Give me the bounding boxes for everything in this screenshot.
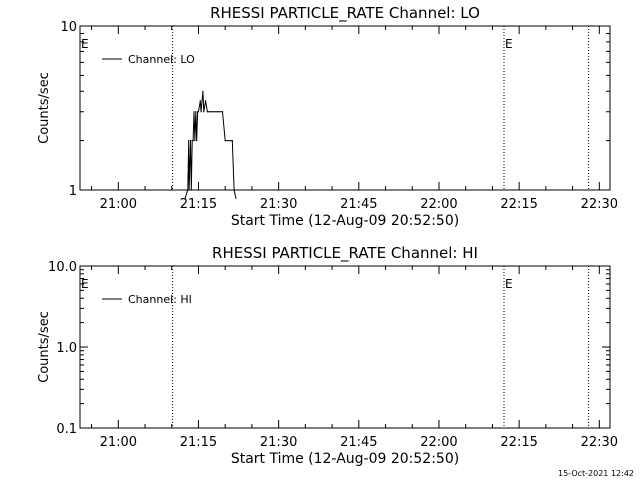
data-point xyxy=(190,189,192,191)
y-tick-label-1-0: 1.0 xyxy=(56,341,77,356)
event-marker-label: E xyxy=(505,37,513,51)
event-marker-label: E xyxy=(81,277,89,291)
data-point xyxy=(219,111,221,113)
plot-frame xyxy=(79,25,611,191)
series-line-channel-lo xyxy=(184,91,237,199)
data-point xyxy=(206,111,208,113)
data-point xyxy=(213,111,216,113)
x-tick-label-22-30: 22:30 xyxy=(581,197,618,212)
data-point xyxy=(209,111,211,113)
x-tick-label-21-15: 21:15 xyxy=(180,435,217,450)
x-tick-label-21-00: 21:00 xyxy=(100,435,137,450)
data-point xyxy=(233,189,235,191)
x-axis-label: Start Time (12-Aug-09 20:52:50) xyxy=(231,451,459,467)
y-tick-label-10-0: 10.0 xyxy=(48,260,77,275)
x-tick-label-21-30: 21:30 xyxy=(260,435,297,450)
event-marker-label: E xyxy=(505,277,513,291)
data-point xyxy=(221,111,224,113)
plot-frame xyxy=(79,265,611,429)
data-point xyxy=(224,140,226,142)
x-tick-label-22-00: 22:00 xyxy=(420,435,457,450)
data-point xyxy=(188,189,190,191)
y-tick-label-10: 10 xyxy=(60,20,77,35)
data-point xyxy=(191,140,193,142)
x-tick-label-21-45: 21:45 xyxy=(340,435,377,450)
data-point xyxy=(203,111,205,113)
y-tick-label-1: 1 xyxy=(69,184,77,199)
x-tick-label-21-30: 21:30 xyxy=(260,197,297,212)
y-axis-label: Counts/sec xyxy=(37,72,52,144)
x-tick-label-22-30: 22:30 xyxy=(581,435,618,450)
data-point xyxy=(195,111,197,113)
data-point xyxy=(188,140,190,142)
x-tick-label-21-45: 21:45 xyxy=(340,197,377,212)
data-point xyxy=(189,140,192,142)
data-point xyxy=(204,100,207,102)
data-point xyxy=(193,111,195,113)
data-point xyxy=(187,189,189,191)
chart-title: RHESSI PARTICLE_RATE Channel: HI xyxy=(212,244,478,263)
data-point xyxy=(184,197,186,199)
data-point xyxy=(194,140,196,142)
chart-title: RHESSI PARTICLE_RATE Channel: LO xyxy=(210,4,480,23)
chart-panel-1: RHESSI PARTICLE_RATE Channel: LO 21:00 21:… xyxy=(37,4,618,229)
data-point xyxy=(196,140,198,142)
x-tick-label-21-15: 21:15 xyxy=(180,197,217,212)
x-tick-label-22-00: 22:00 xyxy=(420,197,457,212)
event-marker-label: E xyxy=(81,37,89,51)
data-point xyxy=(200,111,202,113)
data-point xyxy=(208,111,210,113)
legend-label: Channel: HI xyxy=(128,293,192,306)
x-axis-label: Start Time (12-Aug-09 20:52:50) xyxy=(231,213,459,229)
data-point xyxy=(196,111,199,113)
footer-timestamp: 15-Oct-2021 12:42 xyxy=(558,469,634,478)
data-point xyxy=(192,140,194,142)
data-point xyxy=(231,140,233,142)
data-point xyxy=(211,111,213,113)
y-tick-label-0-1: 0.1 xyxy=(56,422,77,437)
data-point xyxy=(197,111,200,113)
data-point xyxy=(202,90,204,92)
data-point xyxy=(227,140,229,142)
data-point xyxy=(235,197,237,199)
chart-panel-2: RHESSI PARTICLE_RATE Channel: HI 21:00 21:… xyxy=(37,244,618,467)
y-axis-label: Counts/sec xyxy=(37,311,52,383)
x-tick-label-21-00: 21:00 xyxy=(100,197,137,212)
data-point xyxy=(216,111,218,113)
x-tick-label-22-15: 22:15 xyxy=(500,435,537,450)
data-point xyxy=(229,140,232,142)
data-point xyxy=(199,100,201,102)
x-tick-label-22-15: 22:15 xyxy=(500,197,537,212)
legend-label: Channel: LO xyxy=(128,53,195,66)
